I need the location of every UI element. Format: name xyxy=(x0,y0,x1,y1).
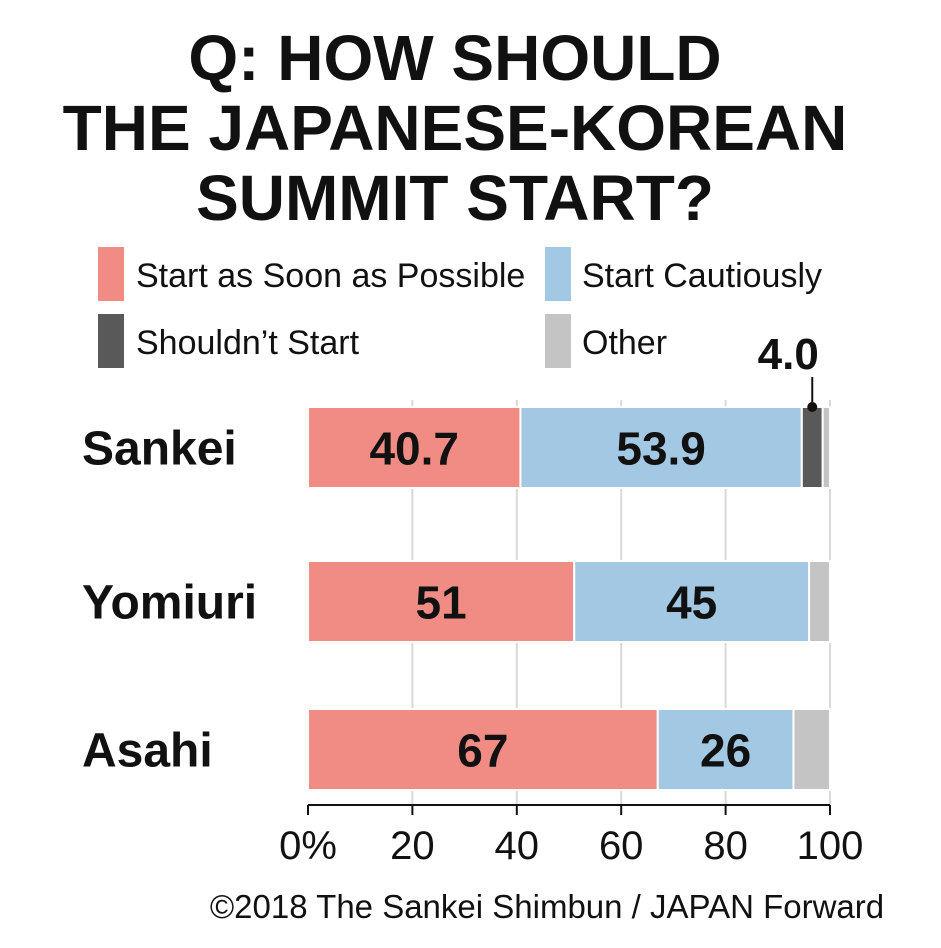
legend-label-shouldnt-start: Shouldn’t Start xyxy=(136,324,360,362)
bar-sankei-series-3 xyxy=(821,406,832,489)
legend-label-other: Other xyxy=(582,324,667,362)
chart-title-line-3: SUMMIT START? xyxy=(196,162,714,234)
legend-label-start-soon: Start as Soon as Possible xyxy=(136,257,525,295)
bar-yomiuri-series-1 xyxy=(573,560,811,643)
x-tick-label-60: 60 xyxy=(599,824,644,868)
x-tick-label-20: 20 xyxy=(390,824,435,868)
chart-title-line-1: Q: HOW SHOULD xyxy=(188,22,721,94)
bar-sankei-series-0 xyxy=(307,406,522,489)
data-label-yomiuri-series-1: 45 xyxy=(666,577,717,629)
legend-swatch-shouldnt-start xyxy=(98,314,124,368)
legend: Start as Soon as Possible Start Cautious… xyxy=(98,247,822,368)
data-label-asahi-series-0: 67 xyxy=(457,725,508,777)
x-tick-label-0: 0% xyxy=(279,824,337,868)
bar-yomiuri-series-3 xyxy=(808,560,831,643)
data-labels: 40.7 53.9 51 45 67 26 xyxy=(369,423,751,777)
callout-label: 4.0 xyxy=(758,330,819,379)
data-label-yomiuri-series-0: 51 xyxy=(416,577,467,629)
x-tick-label-100: 100 xyxy=(797,824,864,868)
legend-swatch-other xyxy=(545,314,571,368)
callout-dot xyxy=(807,402,818,412)
legend-swatch-start-cautiously xyxy=(545,247,571,301)
legend-label-start-cautiously: Start Cautiously xyxy=(582,257,822,295)
category-label-yomiuri: Yomiuri xyxy=(82,577,257,630)
data-label-sankei-series-1: 53.9 xyxy=(616,423,706,475)
chart-title-line-2: THE JAPANESE-KOREAN xyxy=(63,92,848,164)
bar-sankei-series-2 xyxy=(800,406,824,489)
category-label-sankei: Sankei xyxy=(82,423,237,476)
callout: 4.0 xyxy=(758,330,819,412)
category-labels: Sankei Yomiuri Asahi xyxy=(82,423,257,778)
x-tick-label-40: 40 xyxy=(495,824,540,868)
x-ticks: 0% 20 40 60 80 100 xyxy=(279,805,863,868)
bar-sankei-series-1 xyxy=(519,406,803,489)
data-label-asahi-series-1: 26 xyxy=(700,725,751,777)
category-label-asahi: Asahi xyxy=(82,725,213,778)
x-tick-label-80: 80 xyxy=(703,824,748,868)
bars xyxy=(307,406,832,791)
bar-asahi-series-3 xyxy=(792,708,832,791)
data-label-sankei-series-0: 40.7 xyxy=(369,423,459,475)
legend-swatch-start-soon xyxy=(98,247,124,301)
credit: ©2018 The Sankei Shimbun / JAPAN Forward xyxy=(210,888,884,925)
